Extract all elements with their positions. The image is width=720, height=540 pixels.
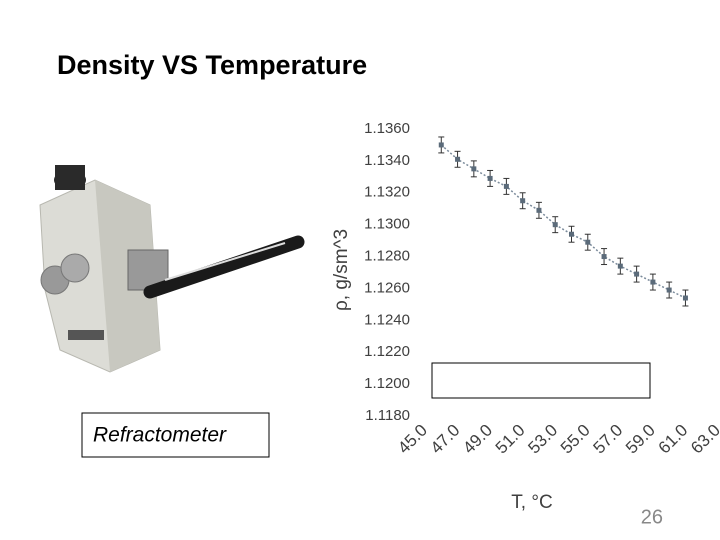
y-tick-label: 1.1280: [364, 248, 410, 265]
x-tick-label: 47.0: [427, 421, 464, 458]
y-tick-label: 1.1300: [364, 216, 410, 233]
point: [552, 222, 558, 228]
point: [634, 271, 640, 277]
x-tick-label: 51.0: [492, 421, 529, 458]
point: [585, 239, 591, 245]
x-tick-label: 55.0: [557, 421, 594, 458]
caption-box: [81, 412, 270, 458]
x-tick-label: 61.0: [655, 421, 692, 458]
x-tick-label: 45.0: [394, 421, 431, 458]
y-tick-label: 1.1220: [364, 343, 410, 360]
y-tick-label: 1.1320: [364, 184, 410, 201]
point: [438, 142, 444, 148]
x-tick-label: 53.0: [524, 421, 561, 458]
y-tick-label: 1.1180: [365, 407, 410, 424]
point: [487, 175, 493, 181]
x-tick-label: 59.0: [622, 421, 659, 458]
point: [601, 254, 607, 260]
point: [682, 295, 688, 301]
point: [650, 279, 656, 285]
x-tick-label: 49.0: [459, 421, 496, 458]
slide-title: Density VS Temperature: [57, 50, 367, 80]
point: [569, 231, 574, 237]
x-tick-label: 63.0: [687, 421, 720, 458]
y-tick-label: 1.1340: [364, 152, 410, 169]
point: [536, 207, 542, 213]
point: [455, 156, 461, 162]
refractometer-image: [39, 165, 305, 373]
y-tick-label: 1.1200: [364, 375, 410, 392]
point: [520, 198, 526, 204]
y-tick-label: 1.1240: [364, 311, 410, 328]
x-tick-label: 57.0: [589, 421, 626, 458]
y-axis-label: ρ, g/sm^3: [331, 229, 352, 311]
point: [617, 263, 623, 269]
point: [471, 166, 477, 172]
point: [666, 287, 672, 293]
legend-box: [431, 362, 651, 399]
y-tick-label: 1.1360: [364, 120, 410, 137]
y-tick-label: 1.1260: [364, 279, 410, 296]
trend-line: [440, 144, 686, 299]
point: [503, 183, 509, 189]
x-axis-label: T, °C: [511, 492, 552, 513]
image-caption: Refractometer: [93, 424, 227, 447]
page-number: 26: [641, 506, 663, 528]
